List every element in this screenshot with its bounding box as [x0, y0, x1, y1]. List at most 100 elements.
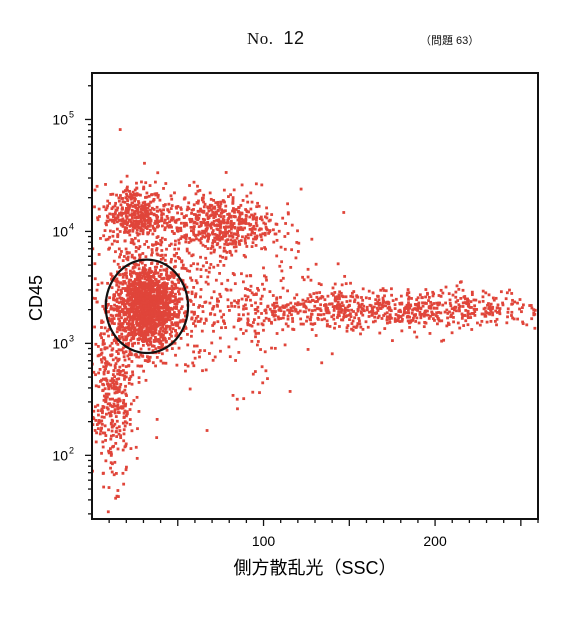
- scatter-point: [201, 369, 204, 373]
- scatter-point: [168, 297, 172, 301]
- scatter-point: [219, 349, 222, 353]
- scatter-point: [160, 312, 164, 316]
- scatter-point: [286, 324, 290, 328]
- scatter-point: [432, 292, 436, 296]
- scatter-point: [108, 344, 112, 348]
- scatter-point: [248, 215, 252, 219]
- scatter-point: [170, 334, 173, 338]
- scatter-point: [165, 270, 169, 274]
- scatter-point: [129, 289, 133, 293]
- scatter-point: [296, 229, 299, 233]
- y-tick-exponent: 2: [69, 445, 74, 455]
- scatter-point: [129, 197, 133, 201]
- scatter-point: [137, 331, 141, 335]
- scatter-point: [112, 293, 116, 297]
- scatter-point: [176, 300, 180, 304]
- scatter-point: [252, 237, 255, 241]
- scatter-point: [335, 297, 339, 301]
- scatter-point: [161, 306, 165, 310]
- scatter-point: [150, 248, 154, 251]
- scatter-point: [264, 275, 268, 279]
- scatter-point: [155, 289, 159, 293]
- scatter-point: [105, 379, 109, 382]
- scatter-point: [218, 271, 222, 275]
- scatter-point: [154, 278, 158, 281]
- scatter-point: [133, 216, 137, 219]
- scatter-point: [210, 296, 214, 300]
- scatter-point: [282, 310, 286, 314]
- scatter-point: [174, 259, 177, 263]
- scatter-point: [466, 304, 470, 308]
- scatter-point: [143, 276, 147, 279]
- scatter-point: [212, 219, 216, 223]
- scatter-point: [116, 342, 120, 346]
- scatter-point: [184, 325, 187, 329]
- scatter-point: [208, 266, 212, 270]
- scatter-point: [408, 315, 412, 319]
- scatter-point: [230, 301, 233, 305]
- scatter-point: [158, 339, 161, 343]
- scatter-point: [348, 304, 351, 307]
- scatter-point: [93, 405, 97, 409]
- scatter-point: [320, 318, 324, 322]
- scatter-point: [222, 218, 226, 222]
- x-tick-label: 100: [252, 533, 276, 549]
- scatter-point: [100, 407, 104, 411]
- scatter-point: [261, 282, 264, 286]
- scatter-point: [179, 237, 183, 241]
- scatter-point: [143, 263, 147, 267]
- scatter-point: [111, 333, 114, 336]
- scatter-point: [112, 221, 116, 225]
- scatter-point: [155, 300, 158, 303]
- scatter-point: [226, 238, 230, 242]
- scatter-point: [108, 450, 112, 454]
- scatter-point: [442, 338, 446, 342]
- scatter-point: [222, 263, 226, 267]
- scatter-point: [244, 307, 248, 310]
- scatter-point: [107, 486, 111, 489]
- scatter-point: [440, 319, 444, 323]
- scatter-point: [494, 296, 498, 300]
- scatter-point: [123, 420, 127, 424]
- scatter-point: [141, 252, 145, 255]
- x-axis-label: 側方散乱光（SSC）: [233, 558, 396, 578]
- scatter-point: [333, 322, 337, 325]
- scatter-point: [487, 302, 490, 305]
- scatter-point: [512, 317, 516, 321]
- scatter-point: [274, 314, 277, 317]
- scatter-point: [160, 213, 163, 217]
- scatter-point: [263, 350, 267, 354]
- scatter-point: [134, 328, 137, 332]
- scatter-point: [217, 205, 221, 209]
- scatter-point: [155, 322, 159, 326]
- scatter-point: [147, 312, 151, 315]
- scatter-point: [313, 322, 317, 325]
- scatter-point: [263, 246, 266, 249]
- scatter-point: [140, 276, 144, 280]
- scatter-point: [323, 303, 326, 307]
- scatter-point: [94, 440, 98, 444]
- scatter-point: [147, 337, 151, 341]
- scatter-point: [250, 324, 254, 328]
- scatter-point: [197, 213, 201, 217]
- scatter-point: [421, 304, 425, 308]
- scatter-point: [318, 291, 322, 294]
- scatter-point: [123, 371, 127, 375]
- scatter-point: [533, 312, 537, 316]
- scatter-point: [123, 272, 127, 276]
- scatter-point: [128, 291, 132, 295]
- scatter-point: [111, 314, 115, 318]
- scatter-point: [165, 267, 169, 271]
- scatter-point: [385, 318, 389, 322]
- scatter-point: [135, 228, 139, 232]
- scatter-point: [177, 241, 181, 245]
- scatter-point: [122, 313, 126, 317]
- scatter-point: [130, 284, 133, 288]
- scatter-point: [149, 270, 153, 273]
- scatter-point: [128, 418, 132, 421]
- scatter-point: [145, 332, 149, 335]
- scatter-point: [304, 310, 307, 314]
- scatter-point: [339, 291, 343, 295]
- scatter-point: [393, 307, 397, 310]
